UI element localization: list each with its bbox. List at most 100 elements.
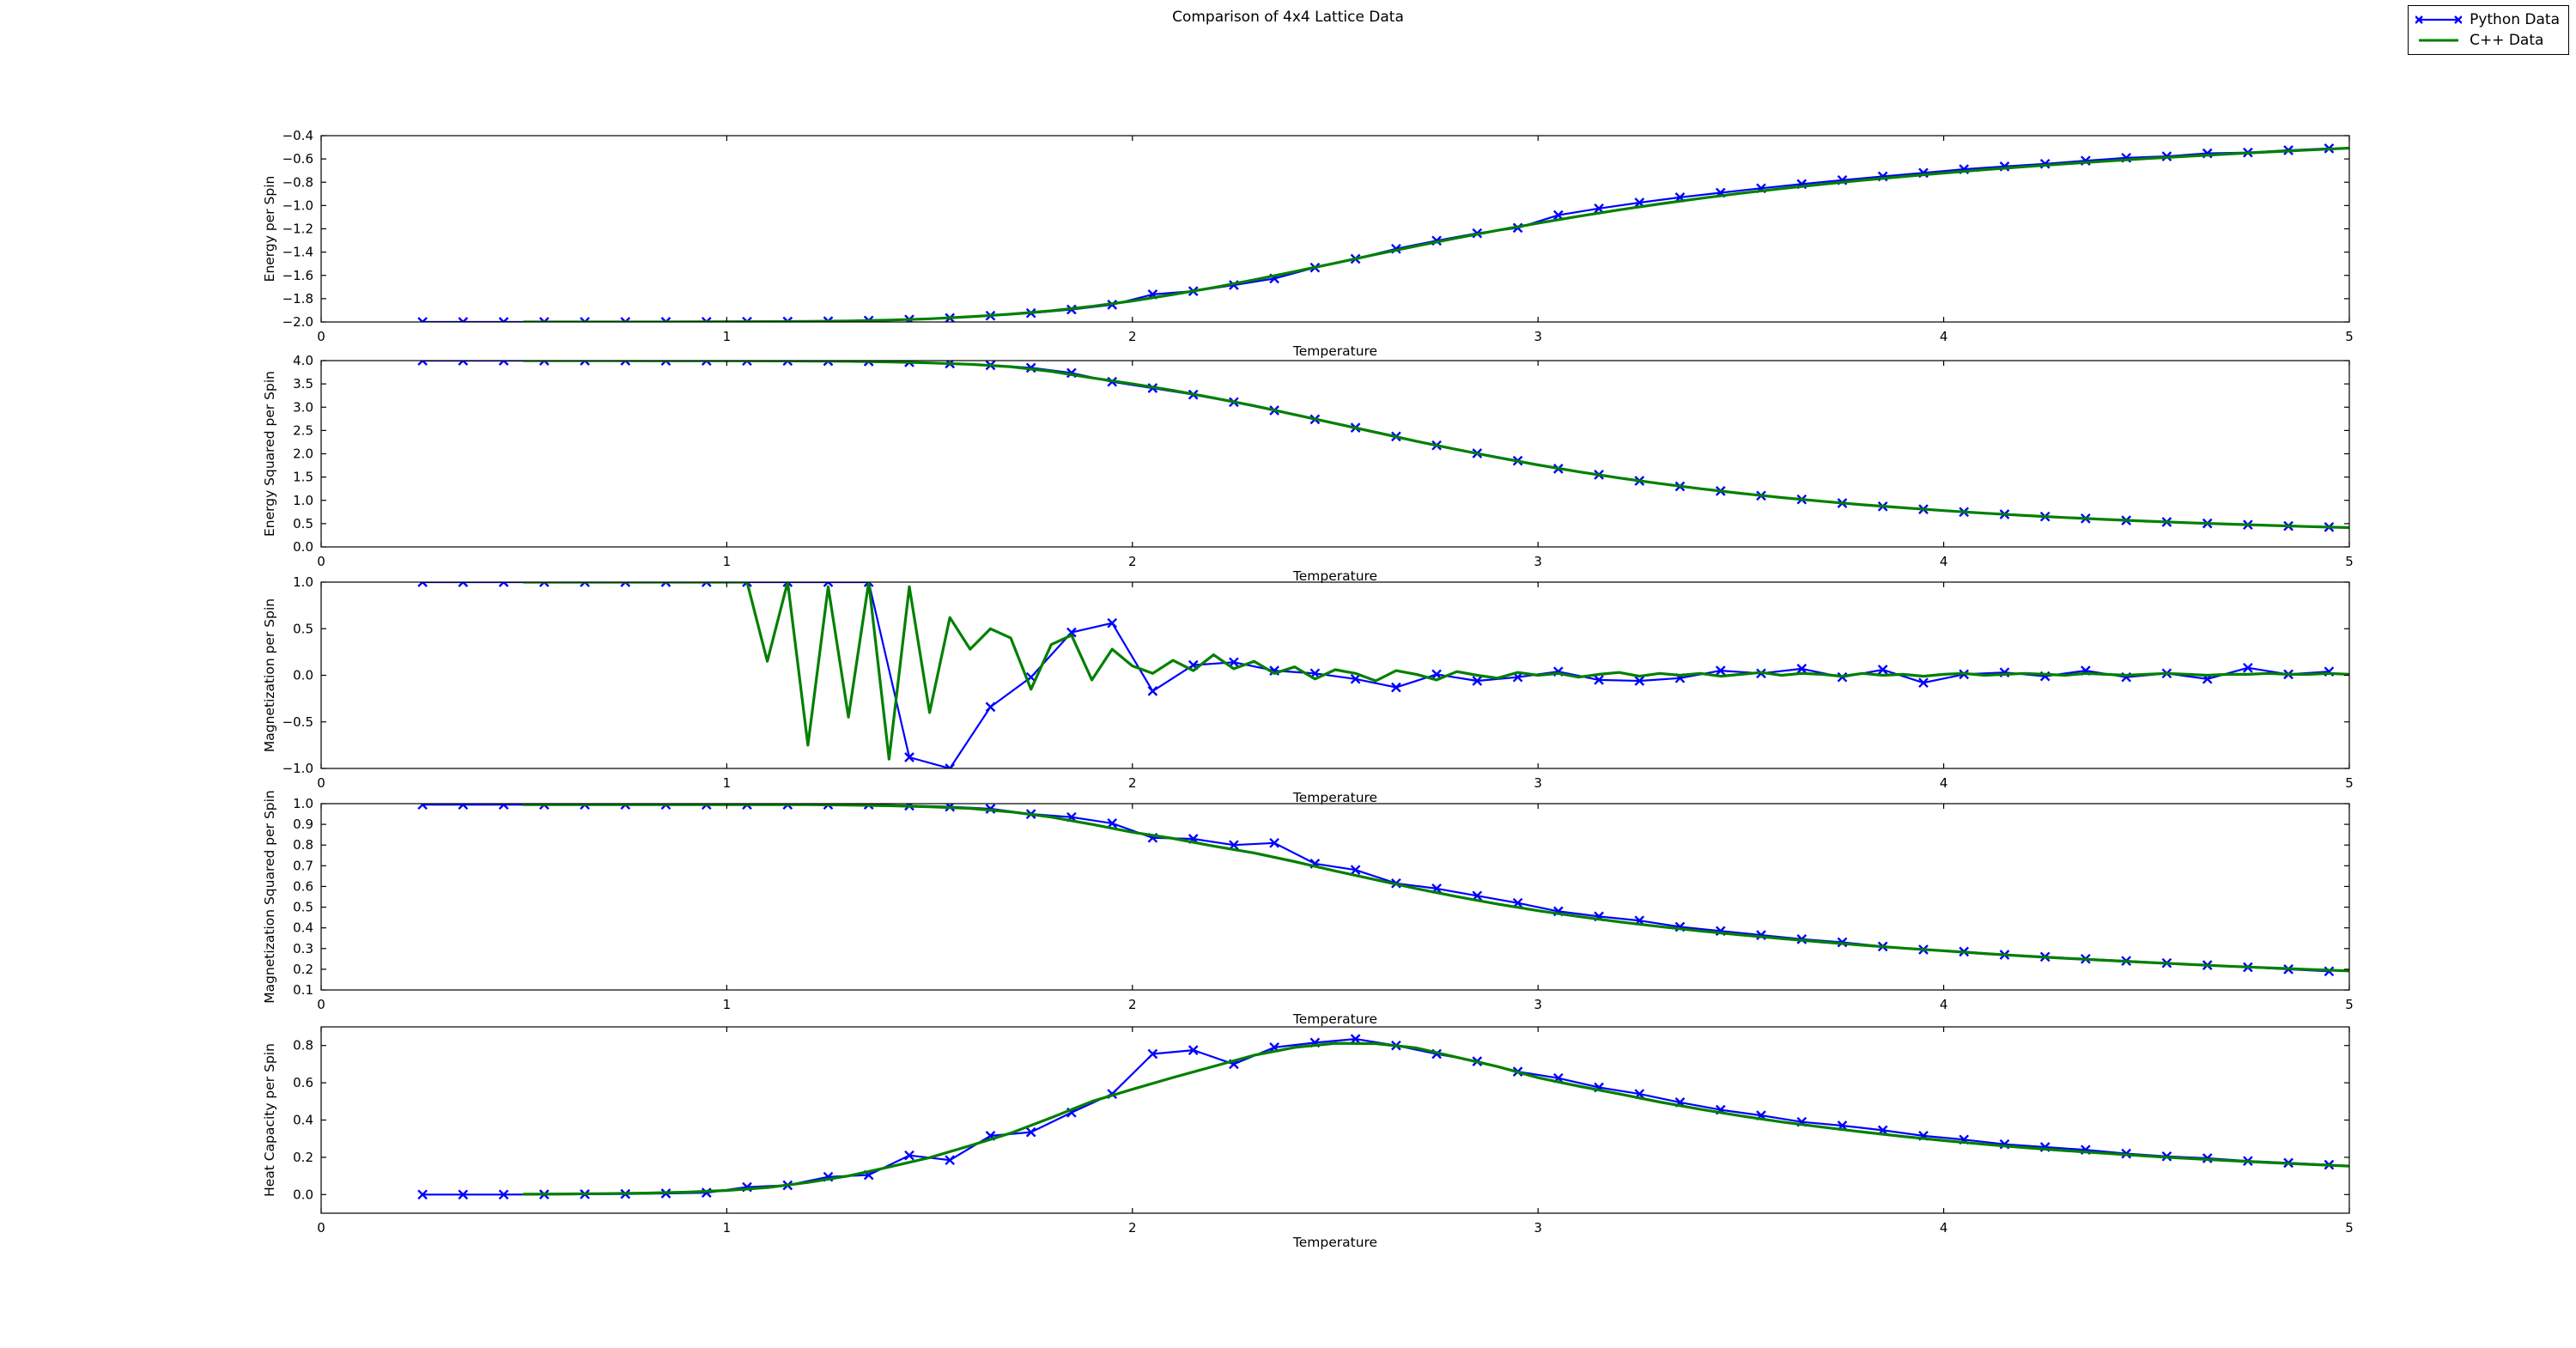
axes-frame: [320, 803, 2350, 991]
y-tick-label: 0.5: [293, 516, 313, 531]
y-tick-label: 1.0: [293, 493, 313, 508]
y-tick-label: 0.1: [293, 982, 313, 998]
y-tick-label: 0.6: [293, 1075, 313, 1090]
axes-frame: [320, 360, 2350, 548]
x-tick-label: 3: [1534, 554, 1542, 569]
x-tick-label: 2: [1128, 329, 1137, 344]
series-line-python: [422, 804, 2330, 973]
y-tick-label: 0.2: [293, 962, 313, 977]
series-line-python: [422, 361, 2330, 529]
x-tick-label: 4: [1940, 997, 1948, 1012]
x-tick-label: 4: [1940, 554, 1948, 569]
y-tick-label: −0.8: [283, 174, 313, 190]
y-tick-label: 1.5: [293, 470, 313, 485]
subplot-magnetization: 0 1 2 3 4 5 −1.0 −0.5 0.0 0.5 1.0 Magnetization per…: [262, 574, 2354, 805]
x-tick-label: 5: [2345, 1220, 2354, 1236]
legend-label-python: Python Data: [2470, 11, 2560, 28]
x-tick-label: 4: [1940, 1220, 1948, 1236]
subplot-energy: 0 1 2 3 4 5 −2.0 −1.8 −1.6 −1.4 −1.2 −1.0 −0.8 −0.6 −0…: [262, 128, 2354, 359]
legend-item-cpp: C++ Data: [2415, 32, 2560, 49]
y-axis-label: Heat Capacity per Spin: [262, 1043, 277, 1197]
x-tick-label: 1: [723, 554, 732, 569]
y-tick-label: 0.8: [293, 1038, 313, 1054]
y-tick-label: −1.8: [283, 291, 313, 307]
y-tick-label: −0.4: [283, 128, 313, 143]
x-tick-label: 5: [2345, 997, 2354, 1012]
y-tick-label: 0.5: [293, 900, 313, 915]
legend-item-python: Python Data: [2415, 11, 2560, 28]
y-tick-label: 0.4: [293, 920, 313, 936]
y-tick-label: −1.4: [283, 245, 313, 260]
x-tick-label: 5: [2345, 775, 2354, 791]
x-axis-label: Temperature: [1292, 1235, 1377, 1250]
x-axis-label: Temperature: [1292, 790, 1377, 805]
y-tick-label: 0.6: [293, 878, 313, 894]
x-tick-label: 1: [723, 775, 732, 791]
series-markers-python: [417, 582, 2335, 768]
x-tick-label: 4: [1940, 329, 1948, 344]
x-tick-label: 0: [317, 1220, 325, 1236]
y-tick-label: 0.5: [293, 621, 313, 636]
y-tick-label: 3.0: [293, 399, 313, 415]
series-markers-python: [417, 1034, 2335, 1200]
x-tick-label: 5: [2345, 554, 2354, 569]
x-tick-label: 1: [723, 997, 732, 1012]
y-tick-label: −1.2: [283, 222, 313, 237]
y-tick-label: 0.0: [293, 1187, 313, 1202]
y-tick-label: 2.0: [293, 446, 313, 462]
series-line-cpp: [522, 582, 2349, 761]
x-tick-label: 0: [317, 329, 325, 344]
y-tick-label: −1.6: [283, 268, 313, 283]
y-tick-label: −0.5: [283, 714, 313, 730]
subplot-magnetization-squared: 0 1 2 3 4 5 0.1 0.2 0.3 0.4 0.5 0.6 0.7 0.8 0.9 1.0 Magn…: [262, 790, 2354, 1027]
y-tick-label: 1.0: [293, 796, 313, 811]
y-tick-label: 0.2: [293, 1150, 313, 1165]
series-markers-python: [417, 143, 2335, 322]
series-line-cpp: [522, 1041, 2349, 1196]
x-tick-label: 4: [1940, 775, 1948, 791]
series-line-cpp: [522, 146, 2349, 322]
y-tick-label: −1.0: [283, 197, 313, 213]
x-tick-label: 3: [1534, 329, 1542, 344]
series-line-cpp: [522, 361, 2349, 530]
x-axis-label: Temperature: [1292, 1011, 1377, 1027]
y-tick-label: 0.0: [293, 539, 313, 555]
y-tick-label: 3.5: [293, 376, 313, 392]
legend-label-cpp: C++ Data: [2470, 32, 2544, 49]
x-tick-label: 1: [723, 1220, 732, 1236]
x-marker-icon: [2415, 15, 2463, 24]
y-tick-label: 0.8: [293, 837, 313, 853]
y-tick-label: 0.9: [293, 817, 313, 832]
x-tick-label: 2: [1128, 1220, 1137, 1236]
y-tick-label: 1.0: [293, 574, 313, 590]
x-tick-label: 2: [1128, 997, 1137, 1012]
y-tick-label: −1.0: [283, 761, 313, 776]
python-line-swatch: [2415, 15, 2463, 24]
series-line-cpp: [522, 804, 2349, 973]
subplot-energy-squared: 0 1 2 3 4 5 0.0 0.5 1.0 1.5 2.0 2.5 3.0 3.5 4.0 Energy …: [262, 353, 2354, 584]
x-axis-label: Temperature: [1292, 343, 1377, 359]
figure-title: Comparison of 4x4 Lattice Data: [1172, 9, 1404, 26]
series-markers-python: [417, 804, 2335, 977]
x-tick-label: 2: [1128, 775, 1137, 791]
x-tick-label: 1: [723, 329, 732, 344]
y-axis-label: Energy per Spin: [262, 176, 277, 282]
x-tick-label: 0: [317, 997, 325, 1012]
x-tick-label: 3: [1534, 775, 1542, 791]
y-tick-label: 0.3: [293, 941, 313, 956]
y-tick-label: 0.0: [293, 668, 313, 683]
subplot-heat-capacity: 0 1 2 3 4 5 0.0 0.2 0.4 0.6 0.8 Heat Capacity per S…: [262, 1026, 2354, 1250]
y-tick-label: 0.7: [293, 858, 313, 873]
y-tick-label: 4.0: [293, 353, 313, 368]
x-tick-label: 0: [317, 775, 325, 791]
y-tick-label: −0.6: [283, 151, 313, 167]
x-axis-label: Temperature: [1292, 568, 1377, 584]
cpp-line-swatch: [2419, 39, 2459, 42]
x-tick-label: 5: [2345, 329, 2354, 344]
y-tick-label: 2.5: [293, 422, 313, 438]
y-axis-label: Magnetization per Spin: [262, 598, 277, 752]
series-markers-python: [417, 361, 2335, 532]
x-tick-label: 3: [1534, 997, 1542, 1012]
